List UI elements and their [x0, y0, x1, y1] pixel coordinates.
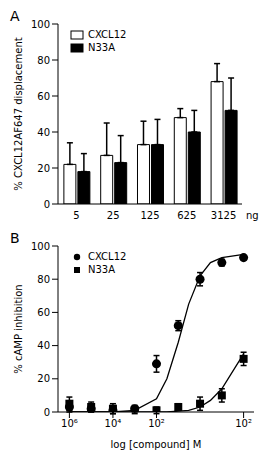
svg-text:log [compound] M: log [compound] M [111, 439, 202, 450]
svg-text:10²: 10² [235, 418, 252, 429]
svg-text:10⁴: 10⁴ [105, 418, 122, 429]
svg-text:% cAMP inhibition: % cAMP inhibition [13, 284, 24, 373]
html-text:N33A: N33A [88, 264, 115, 275]
svg-text:80: 80 [37, 55, 50, 66]
svg-text:60: 60 [37, 307, 50, 318]
svg-text:60: 60 [37, 91, 50, 102]
svg-text:10⁶: 10⁶ [61, 418, 78, 429]
svg-text:5: 5 [73, 210, 79, 221]
svg-text:100: 100 [31, 19, 50, 30]
svg-text:0: 0 [44, 199, 50, 210]
svg-text:100: 100 [31, 241, 50, 252]
svg-text:40: 40 [37, 127, 50, 138]
svg-text:125: 125 [140, 210, 159, 221]
html-text:CXCL12: CXCL12 [88, 29, 127, 40]
svg-text:3125: 3125 [211, 210, 236, 221]
svg-text:20: 20 [37, 373, 50, 384]
html-text:N33A: N33A [88, 42, 115, 53]
svg-text:25: 25 [107, 210, 120, 221]
svg-text:0: 0 [44, 407, 50, 418]
svg-text:40: 40 [37, 340, 50, 351]
svg-text:625: 625 [177, 210, 196, 221]
svg-text:ng: ng [246, 210, 259, 221]
html-text:A: A [10, 8, 20, 24]
svg-text:10²: 10² [148, 418, 165, 429]
html-text:CXCL12: CXCL12 [88, 251, 127, 262]
svg-text:20: 20 [37, 163, 50, 174]
svg-text:% CXCL12AF647 displacement: % CXCL12AF647 displacement [13, 37, 24, 190]
svg-text:80: 80 [37, 274, 50, 285]
html-text:B: B [10, 230, 20, 246]
